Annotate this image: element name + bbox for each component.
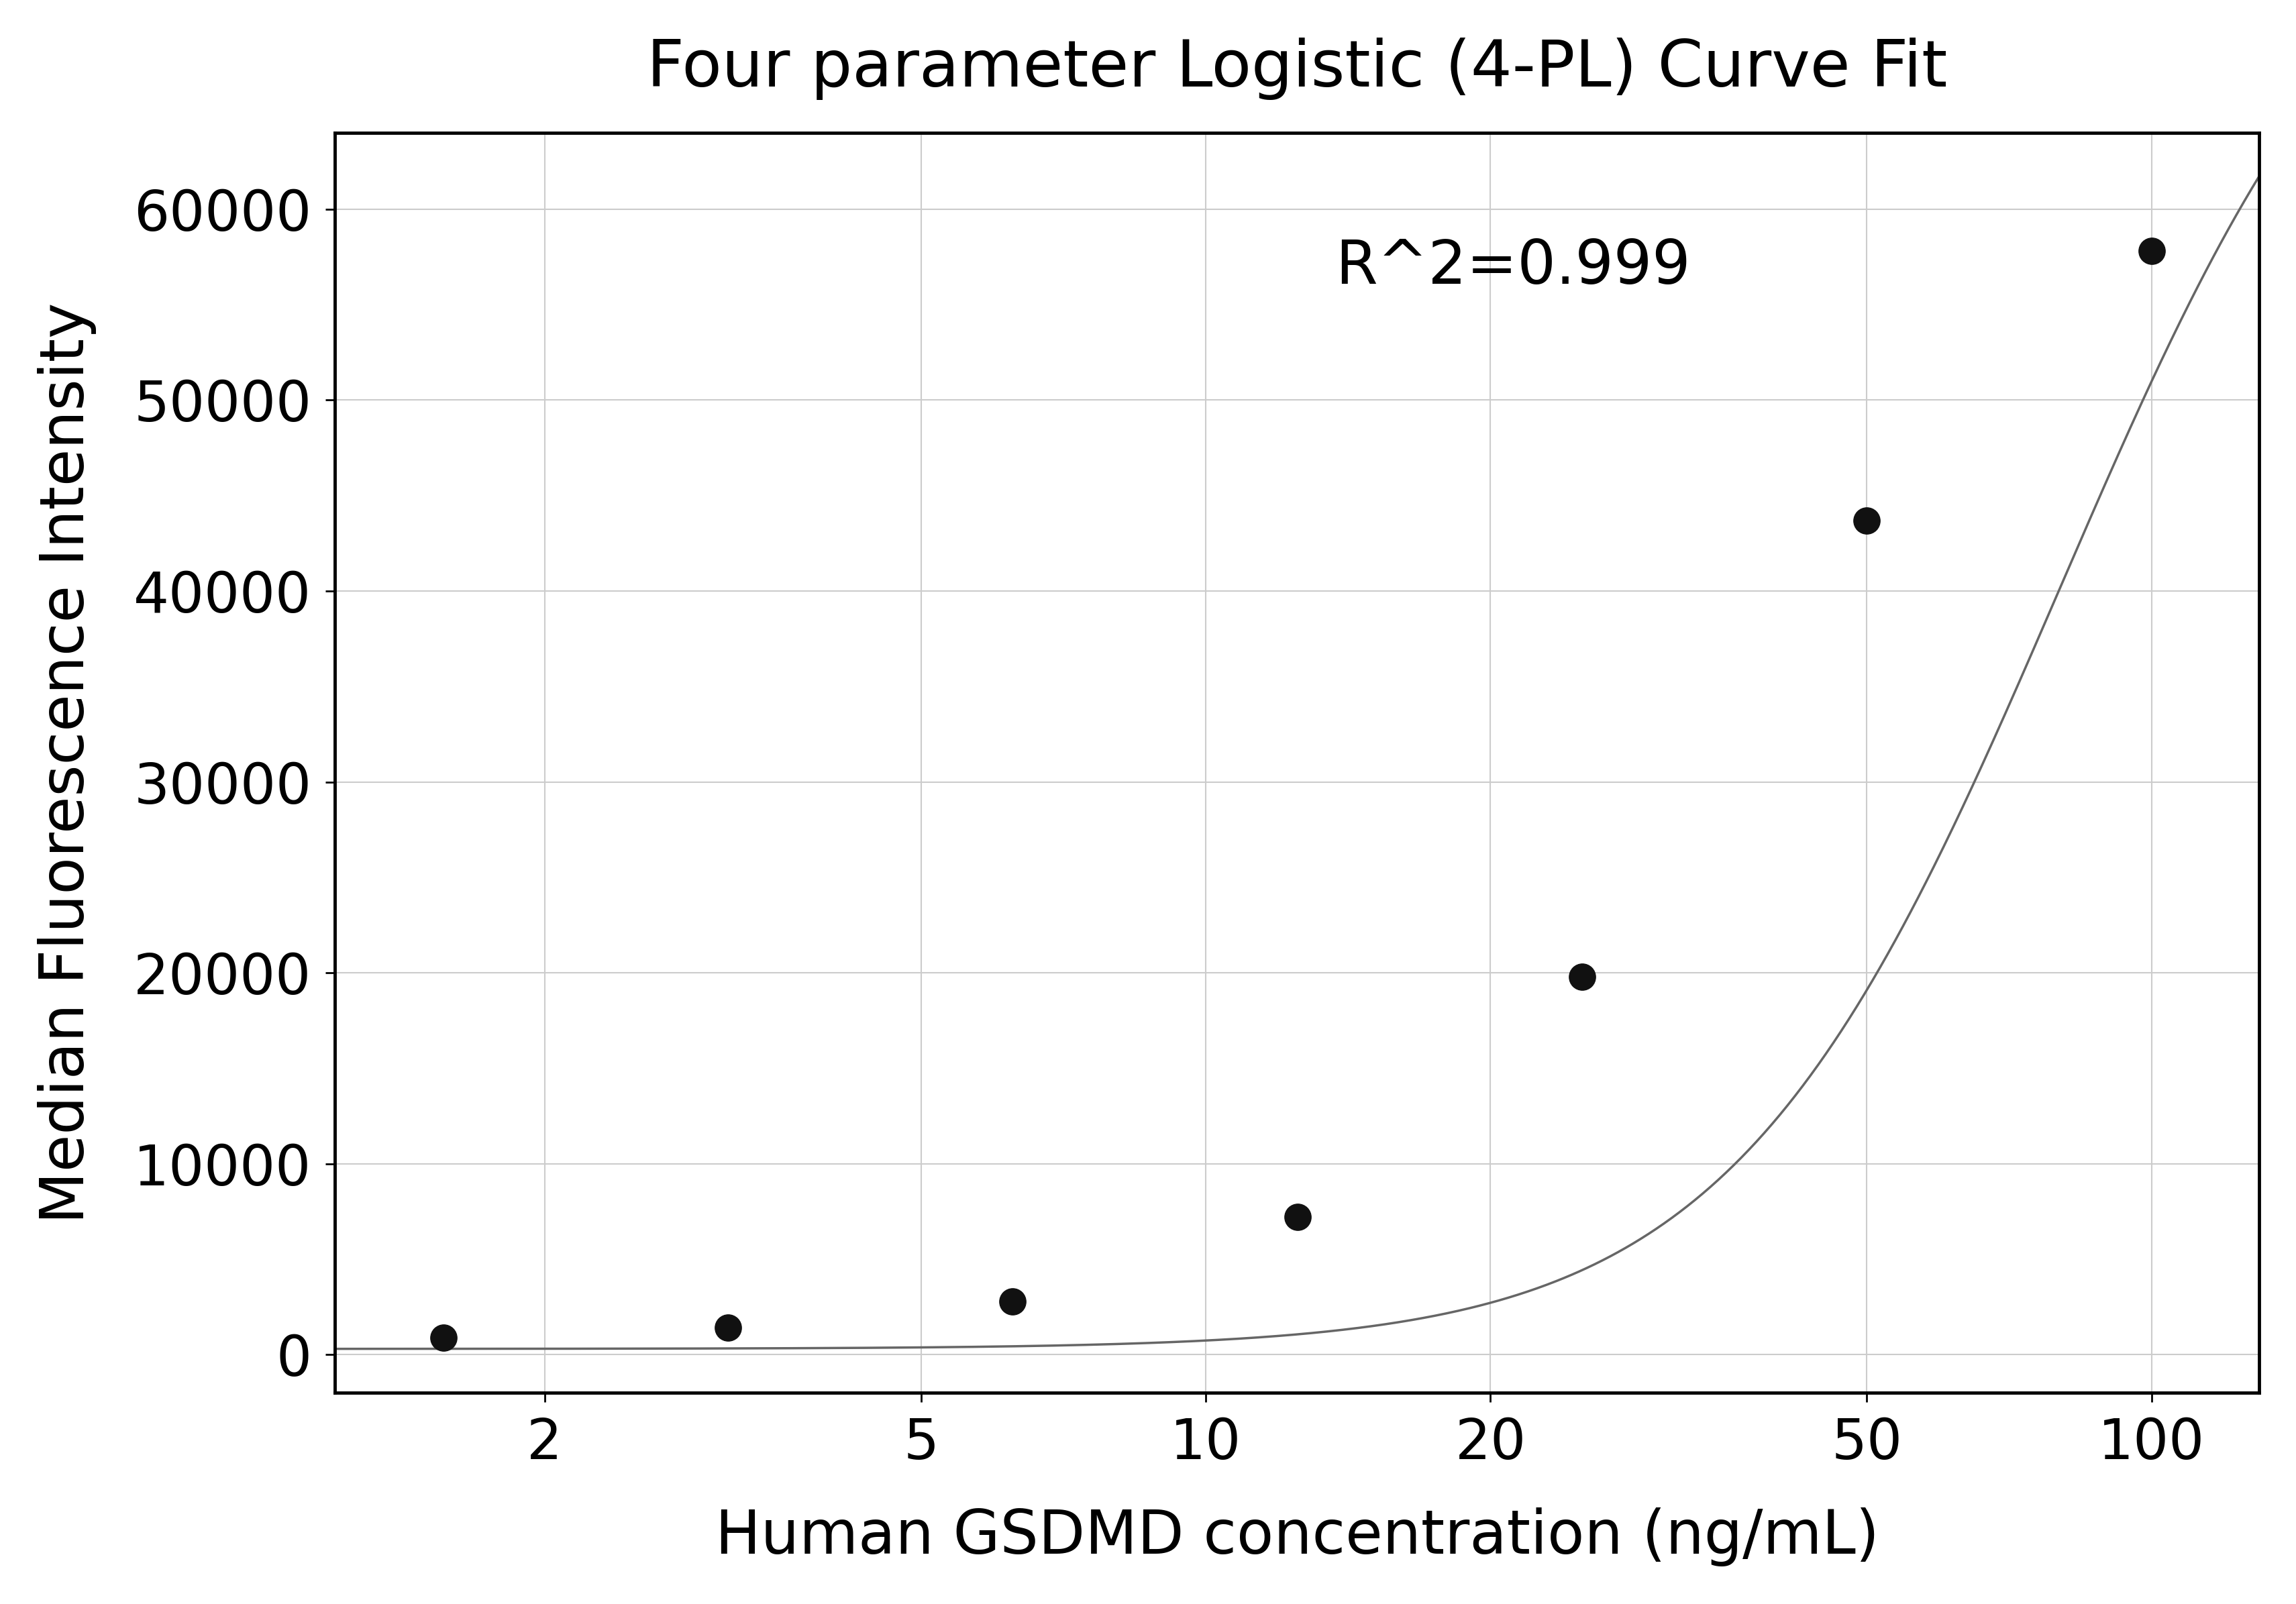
Point [425, 1325, 461, 1351]
Point [994, 1288, 1031, 1314]
X-axis label: Human GSDMD concentration (ng/mL): Human GSDMD concentration (ng/mL) [714, 1508, 1878, 1567]
Y-axis label: Median Fluorescence Intensity: Median Fluorescence Intensity [37, 302, 96, 1224]
Text: R^2=0.999: R^2=0.999 [1336, 237, 1690, 297]
Point [1279, 1205, 1316, 1230]
Point [2133, 239, 2170, 265]
Point [709, 1315, 746, 1341]
Point [1564, 964, 1600, 990]
Title: Four parameter Logistic (4-PL) Curve Fit: Four parameter Logistic (4-PL) Curve Fit [647, 37, 1947, 99]
Point [1848, 507, 1885, 533]
